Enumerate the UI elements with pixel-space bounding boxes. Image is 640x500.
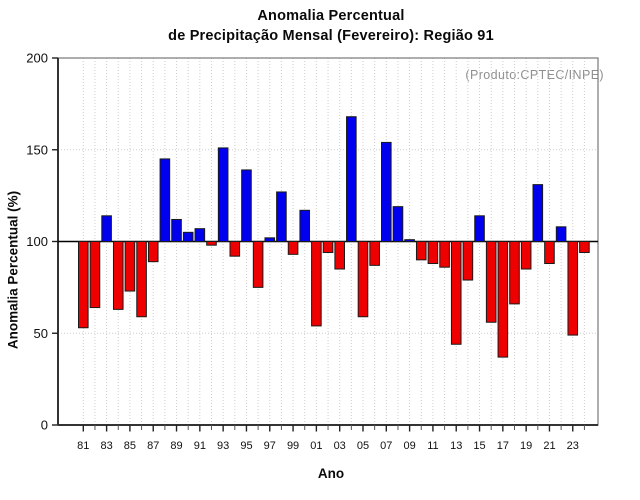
y-tick-label: 100 [26,234,48,249]
bar-04 [346,116,357,242]
x-tick-label: 13 [450,440,462,452]
bar-12 [439,241,450,268]
bar-08 [392,206,404,242]
bar-03 [334,241,345,270]
x-tick-label: 95 [240,440,252,452]
x-tick-label: 03 [334,440,346,452]
chart-title-line2: de Precipitação Mensal (Fevereiro): Regi… [168,28,494,44]
bar-94 [229,241,241,257]
x-tick-label: 23 [567,440,579,452]
y-tick-label: 150 [26,142,48,157]
x-tick-label: 21 [543,440,555,452]
x-tick-label: 17 [497,440,509,452]
bar-18 [509,241,520,305]
bar-83 [101,215,112,242]
bar-84 [112,241,124,310]
bar-15 [474,215,485,242]
x-tick-label: 09 [403,440,415,452]
bar-01 [311,241,322,327]
x-tick-label: 99 [287,440,299,452]
bar-86 [136,241,147,318]
x-tick-label: 01 [310,440,322,452]
bar-90 [182,231,194,242]
bar-00 [299,209,311,242]
bar-93 [217,147,229,242]
bar-07 [381,141,392,242]
bar-23 [567,241,579,336]
bar-09 [404,239,415,242]
x-tick-label: 15 [473,440,485,452]
bar-87 [147,241,159,263]
x-tick-label: 19 [520,440,532,452]
y-tick-label: 200 [26,51,48,66]
bar-82 [89,241,101,309]
bar-14 [462,241,474,281]
x-tick-label: 11 [427,440,438,452]
x-tick-label: 85 [124,440,136,452]
bar-05 [357,241,369,318]
bar-19 [520,241,532,270]
x-tick-label: 87 [147,440,159,452]
bar-22 [555,226,567,243]
x-tick-label: 05 [357,440,369,452]
bar-24 [579,241,590,254]
y-tick-label: 0 [41,418,48,433]
bar-95 [241,169,252,242]
bar-98 [276,191,287,242]
bar-97 [264,237,276,243]
bar-92 [206,241,217,246]
bar-10 [415,241,427,261]
bar-11 [427,241,439,265]
bar-89 [171,218,182,242]
bar-88 [159,158,171,242]
bar-13 [450,241,462,345]
bar-16 [485,241,497,323]
bar-99 [287,241,299,255]
x-tick-label: 91 [194,440,206,452]
bar-20 [532,184,544,243]
bar-91 [194,228,206,242]
bar-85 [124,241,136,292]
bar-96 [252,241,264,288]
x-tick-label: 89 [170,440,182,452]
x-tick-label: 93 [217,440,229,452]
bar-17 [497,241,509,358]
bar-81 [78,241,89,329]
x-tick-label: 83 [100,440,112,452]
bar-06 [369,241,380,266]
x-tick-label: 81 [77,440,89,452]
bar-02 [322,241,334,254]
x-tick-label: 07 [380,440,392,452]
source-annotation: (Produto:CPTEC/INPE) [465,68,604,82]
x-axis-label: Ano [317,466,345,481]
bar-21 [544,241,555,265]
y-tick-label: 50 [34,326,48,341]
chart-title-line1: Anomalia Percentual [257,8,405,24]
x-tick-label: 97 [264,440,276,452]
